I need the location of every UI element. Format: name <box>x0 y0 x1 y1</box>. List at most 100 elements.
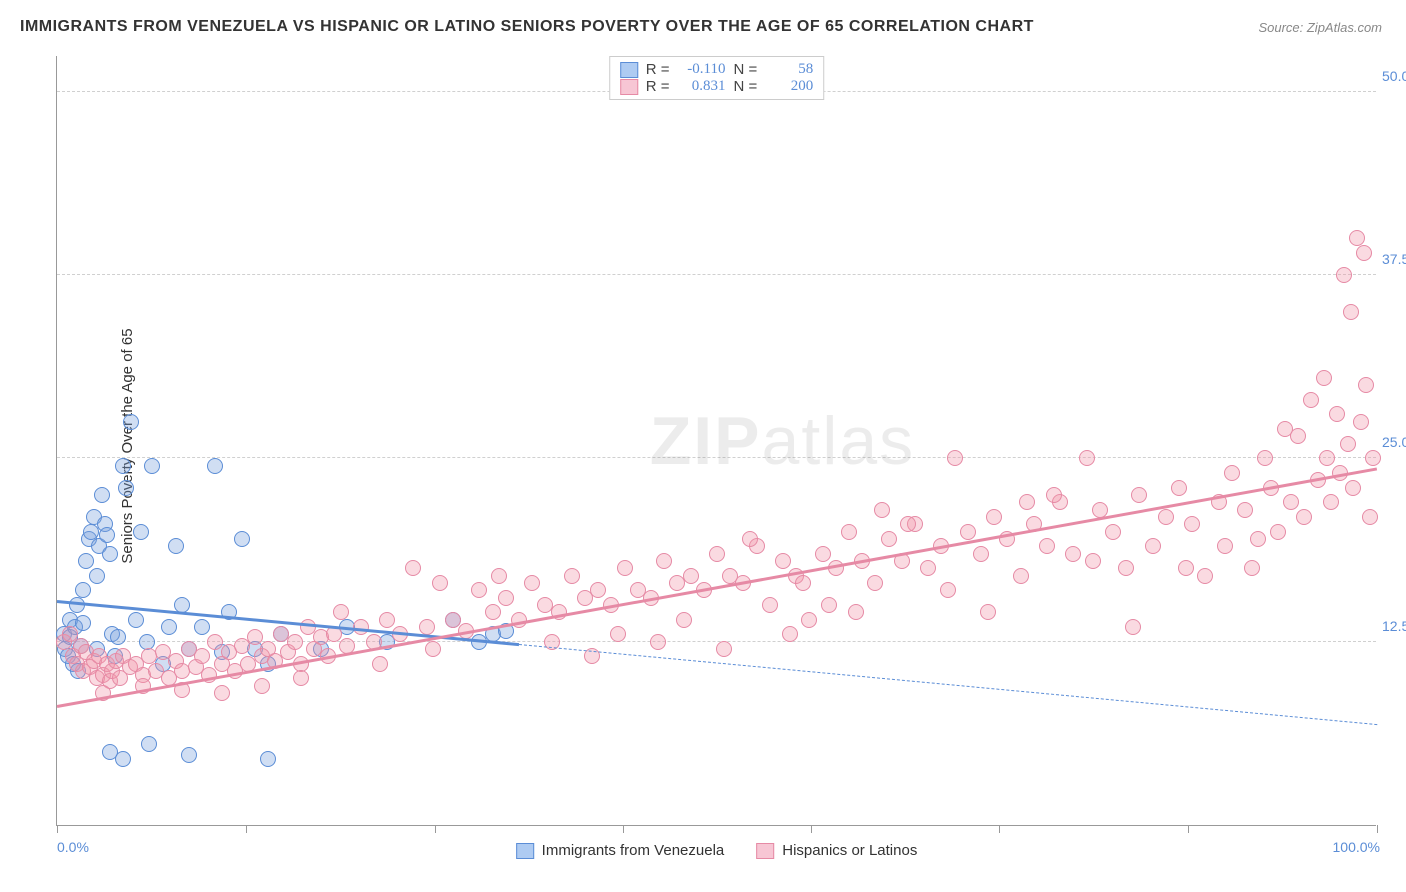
data-point <box>1356 245 1372 261</box>
data-point <box>940 582 956 598</box>
data-point <box>1349 230 1365 246</box>
data-point <box>1085 553 1101 569</box>
data-point <box>900 516 916 532</box>
data-point <box>78 553 94 569</box>
data-point <box>485 604 501 620</box>
watermark: ZIPatlas <box>650 402 915 480</box>
data-point <box>75 615 91 631</box>
data-point <box>1065 546 1081 562</box>
data-point <box>1345 480 1361 496</box>
data-point <box>775 553 791 569</box>
data-point <box>1244 560 1260 576</box>
data-point <box>1019 494 1035 510</box>
data-point <box>1145 538 1161 554</box>
data-point <box>1353 414 1369 430</box>
data-point <box>1290 428 1306 444</box>
data-point <box>419 619 435 635</box>
data-point <box>102 546 118 562</box>
data-point <box>181 747 197 763</box>
correlation-legend: R =-0.110N =58R =0.831N =200 <box>609 56 825 100</box>
gridline <box>57 274 1376 275</box>
n-value: 200 <box>765 78 813 95</box>
data-point <box>75 582 91 598</box>
data-point <box>1039 538 1055 554</box>
series-name: Hispanics or Latinos <box>782 842 917 859</box>
data-point <box>709 546 725 562</box>
data-point <box>1319 450 1335 466</box>
data-point <box>590 582 606 598</box>
n-label: N = <box>734 78 758 95</box>
data-point <box>1257 450 1273 466</box>
legend-swatch <box>620 62 638 78</box>
data-point <box>1197 568 1213 584</box>
series-name: Immigrants from Venezuela <box>542 842 725 859</box>
data-point <box>161 619 177 635</box>
data-point <box>960 524 976 540</box>
data-point <box>676 612 692 628</box>
data-point <box>1118 560 1134 576</box>
legend-swatch <box>516 843 534 859</box>
data-point <box>617 560 633 576</box>
series-legend-item: Immigrants from Venezuela <box>516 842 725 859</box>
r-label: R = <box>646 61 670 78</box>
data-point <box>194 648 210 664</box>
data-point <box>742 531 758 547</box>
data-point <box>1303 392 1319 408</box>
data-point <box>1362 509 1378 525</box>
data-point <box>128 612 144 628</box>
data-point <box>716 641 732 657</box>
data-point <box>881 531 897 547</box>
data-point <box>1323 494 1339 510</box>
data-point <box>1184 516 1200 532</box>
data-point <box>247 629 263 645</box>
series-legend-item: Hispanics or Latinos <box>756 842 917 859</box>
data-point <box>214 685 230 701</box>
data-point <box>848 604 864 620</box>
data-point <box>815 546 831 562</box>
data-point <box>1250 531 1266 547</box>
data-point <box>524 575 540 591</box>
data-point <box>1365 450 1381 466</box>
x-tick <box>435 825 436 833</box>
data-point <box>874 502 890 518</box>
data-point <box>445 612 461 628</box>
x-tick <box>623 825 624 833</box>
data-point <box>379 612 395 628</box>
gridline <box>57 457 1376 458</box>
r-label: R = <box>646 78 670 95</box>
data-point <box>372 656 388 672</box>
data-point <box>1237 502 1253 518</box>
data-point <box>425 641 441 657</box>
data-point <box>947 450 963 466</box>
data-point <box>564 568 580 584</box>
y-tick-label: 37.5% <box>1382 251 1406 267</box>
data-point <box>867 575 883 591</box>
data-point <box>194 619 210 635</box>
n-label: N = <box>734 61 758 78</box>
data-point <box>405 560 421 576</box>
data-point <box>115 458 131 474</box>
data-point <box>1079 450 1095 466</box>
y-tick-label: 25.0% <box>1382 434 1406 450</box>
data-point <box>498 590 514 606</box>
n-value: 58 <box>765 61 813 78</box>
y-tick-label: 12.5% <box>1382 618 1406 634</box>
trend-line <box>57 468 1377 708</box>
data-point <box>471 582 487 598</box>
data-point <box>980 604 996 620</box>
data-point <box>168 538 184 554</box>
data-point <box>115 751 131 767</box>
data-point <box>1316 370 1332 386</box>
data-point <box>610 626 626 642</box>
data-point <box>795 575 811 591</box>
data-point <box>656 553 672 569</box>
data-point <box>1046 487 1062 503</box>
data-point <box>491 568 507 584</box>
x-axis-min-label: 0.0% <box>57 839 89 855</box>
data-point <box>118 480 134 496</box>
data-point <box>1283 494 1299 510</box>
data-point <box>110 629 126 645</box>
data-point <box>293 670 309 686</box>
data-point <box>99 527 115 543</box>
chart-title: IMMIGRANTS FROM VENEZUELA VS HISPANIC OR… <box>20 18 1034 36</box>
